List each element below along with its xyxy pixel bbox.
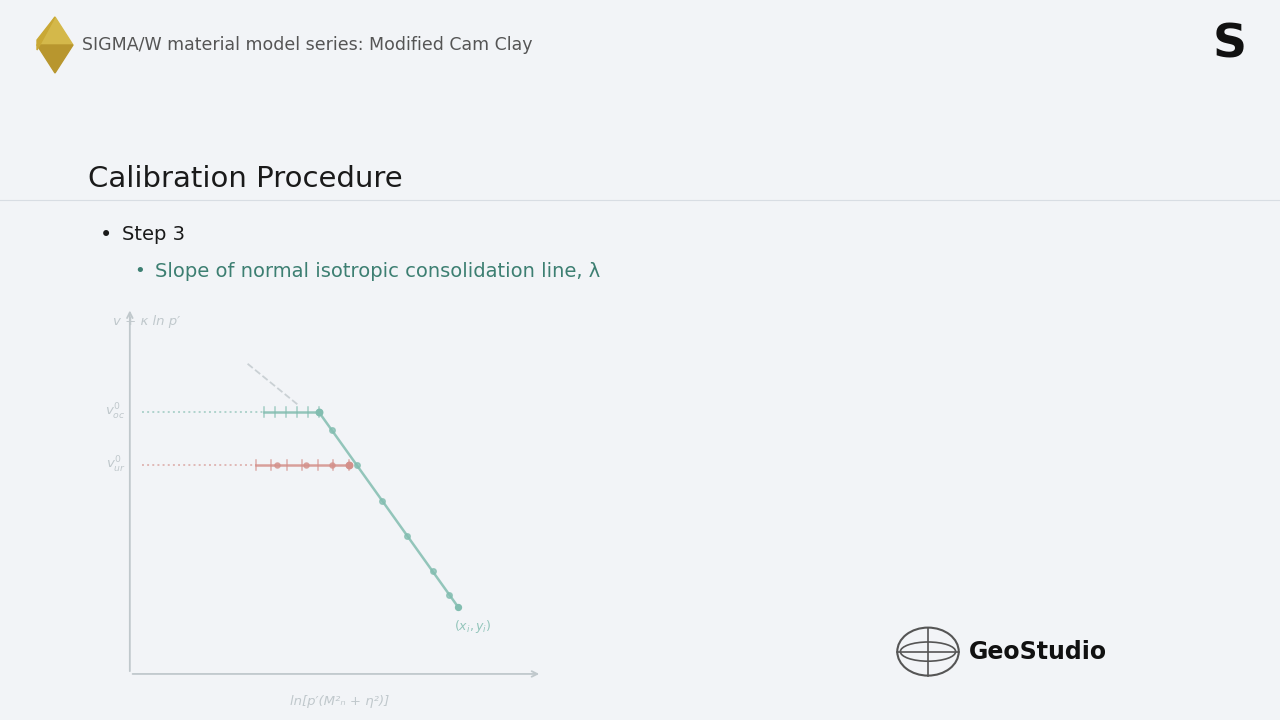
Point (372, 495, 393, 506)
Polygon shape (37, 17, 55, 50)
Text: Calibration Procedure: Calibration Procedure (88, 165, 403, 193)
Text: $v^0_{ur}$: $v^0_{ur}$ (106, 454, 125, 474)
Text: •: • (100, 225, 113, 245)
Text: SIGMA/W material model series: Modified Cam Clay: SIGMA/W material model series: Modified … (82, 36, 532, 54)
Text: Slope of normal isotropic consolidation line, λ: Slope of normal isotropic consolidation … (155, 262, 600, 281)
Point (266, 459, 287, 470)
Text: v + κ ln p′: v + κ ln p′ (113, 315, 180, 328)
Point (448, 601, 468, 613)
Point (308, 407, 329, 418)
Point (347, 459, 367, 471)
Text: $(x_i, y_i)$: $(x_i, y_i)$ (453, 618, 492, 635)
Point (321, 459, 342, 470)
Point (422, 566, 443, 577)
Point (338, 459, 358, 470)
Point (321, 424, 342, 436)
Text: ln[p′(M²ₙ + η²)]: ln[p′(M²ₙ + η²)] (291, 695, 389, 708)
Point (296, 459, 316, 470)
Polygon shape (37, 17, 73, 45)
Text: $v^0_{oc}$: $v^0_{oc}$ (105, 402, 125, 423)
Text: Step 3: Step 3 (122, 225, 186, 244)
Point (439, 589, 460, 600)
Point (397, 530, 417, 541)
Text: •: • (134, 262, 145, 280)
Text: S: S (1213, 22, 1247, 68)
Text: GeoStudio: GeoStudio (969, 639, 1107, 664)
Polygon shape (37, 45, 73, 73)
